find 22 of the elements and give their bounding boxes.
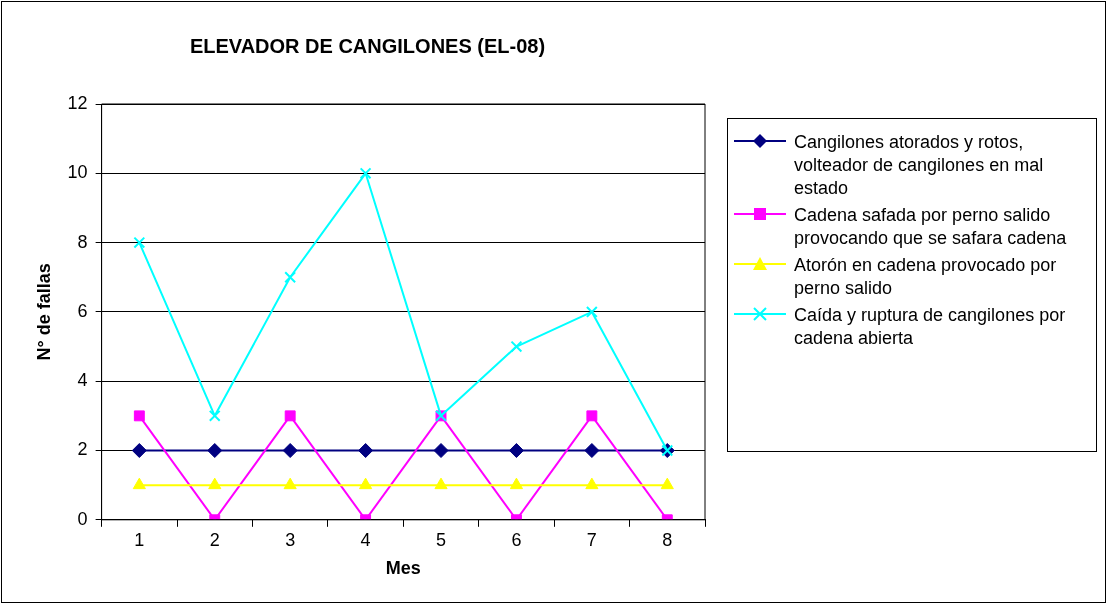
- y-tick-label: 12: [67, 92, 88, 113]
- y-tick-label: 0: [77, 508, 88, 529]
- x-axis-title: Mes: [385, 558, 421, 579]
- x-tick-label: 6: [511, 529, 522, 550]
- y-tick-label: 8: [77, 231, 88, 252]
- x-tick-label: 8: [662, 529, 673, 550]
- x-tick-label: 2: [209, 529, 220, 550]
- legend-label: Cadena safada por perno salido provocando que se safara cadena: [793, 204, 1068, 250]
- legend-label: Atorón en cadena provocado por perno salido: [793, 254, 1058, 300]
- x-tick-label: 3: [285, 529, 296, 550]
- legend-label: Caída y ruptura de cangilones por cadena abierta: [793, 304, 1067, 350]
- y-tick-label: 6: [77, 300, 88, 321]
- y-axis-title: N° de fallas: [33, 263, 54, 361]
- y-tick-label: 2: [77, 439, 88, 460]
- x-tick-label: 7: [586, 529, 597, 550]
- x-tick-label: 1: [134, 529, 145, 550]
- x-tick-label: 4: [360, 529, 371, 550]
- x-tick-label: 5: [436, 529, 447, 550]
- y-tick-label: 10: [67, 162, 88, 183]
- y-tick-label: 4: [77, 370, 88, 391]
- legend-label: Cangilones atorados y rotos, volteador de cangilones en mal estado: [793, 131, 1045, 200]
- chart-title: ELEVADOR DE CANGILONES (EL-08): [189, 34, 546, 57]
